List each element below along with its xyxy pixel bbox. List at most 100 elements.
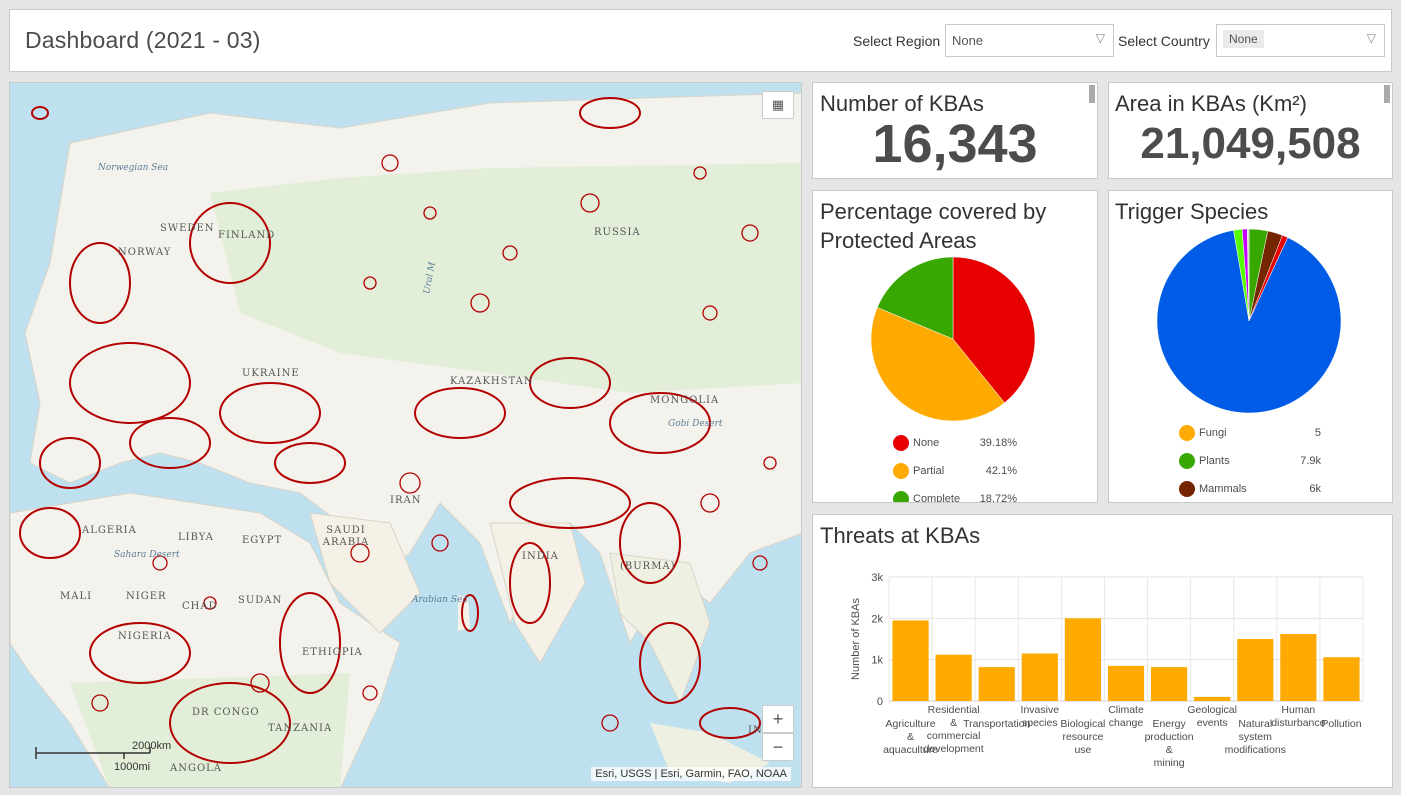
- scrollbar[interactable]: [1089, 85, 1095, 103]
- legend-swatch: [1179, 453, 1195, 469]
- threats-bar-chart[interactable]: Number of KBAs01k2k3kAgriculture&aquacul…: [813, 515, 1393, 788]
- select-region-dropdown[interactable]: None ▽: [945, 24, 1114, 57]
- bar-5[interactable]: [1107, 665, 1145, 701]
- legend-label: Partial: [913, 465, 945, 477]
- map-label-sahara: Sahara Desert: [114, 550, 180, 560]
- legend-label: Complete: [913, 493, 961, 503]
- x-tick-label: &: [950, 717, 957, 729]
- dashboard-title: Dashboard (2021 - 03): [25, 27, 261, 53]
- x-tick-label: system: [1239, 731, 1273, 743]
- x-tick-label: Biological: [1060, 718, 1105, 730]
- x-tick-label: Natural: [1238, 718, 1272, 730]
- legend-swatch: [893, 491, 909, 502]
- x-tick-label: Residential: [928, 704, 980, 716]
- map-label-india: INDIA: [522, 551, 559, 562]
- map-label-iran: IRAN: [390, 495, 422, 506]
- land-arabia: [309, 512, 421, 634]
- protected-areas-title-line2: Protected Areas: [820, 228, 977, 253]
- map-label-nigeria: NIGERIA: [118, 631, 172, 642]
- map-label-algeria: ALGERIA: [82, 525, 137, 536]
- trigger-species-pie[interactable]: [1157, 229, 1343, 415]
- bar-4[interactable]: [1064, 618, 1102, 701]
- legend-label: Fungi: [1199, 427, 1227, 439]
- x-tick-label: use: [1074, 744, 1091, 756]
- select-region-value: None: [952, 33, 984, 48]
- kba-map[interactable]: Norwegian Sea SWEDEN FINLAND NORWAY RUSS…: [9, 82, 802, 788]
- select-country-dropdown[interactable]: None ▽: [1216, 24, 1385, 57]
- basemap-gallery-icon[interactable]: ▦: [762, 91, 794, 119]
- legend-value: 7.9k: [1300, 455, 1321, 467]
- map-attribution[interactable]: Esri, USGS | Esri, Garmin, FAO, NOAA: [591, 767, 791, 781]
- x-tick-label: Transportation: [963, 718, 1030, 730]
- legend-swatch: [893, 463, 909, 479]
- x-tick-label: mining: [1154, 757, 1185, 769]
- select-country-value: None: [1223, 30, 1264, 48]
- bar-8[interactable]: [1237, 639, 1274, 701]
- bar-1[interactable]: [935, 654, 972, 701]
- scale-bar: [35, 747, 151, 759]
- map-label-kazakhstan: KAZAKHSTAN: [450, 376, 534, 387]
- kpi-number-of-kbas-value: 16,343: [872, 114, 1038, 174]
- kpi-area-title: Area in KBAs (Km²): [1115, 91, 1307, 116]
- zoom-out-button[interactable]: −: [762, 733, 794, 761]
- map-label-burma: (BURMA): [620, 561, 676, 572]
- threats-card: Threats at KBAs Number of KBAs 0 1k 2k 3k Agr…: [812, 514, 1393, 788]
- map-label-libya: LIBYA: [178, 532, 214, 543]
- map-label-tanzania: TANZANIA: [268, 723, 333, 734]
- protected-slice-partial[interactable]: [871, 307, 1005, 422]
- x-tick-label: events: [1197, 717, 1228, 729]
- map-label-russia: RUSSIA: [594, 227, 641, 238]
- y-tick-label: 2k: [871, 613, 883, 625]
- scrollbar[interactable]: [1384, 85, 1390, 103]
- protected-areas-title: Percentage covered by Protected Areas: [820, 197, 1046, 255]
- x-tick-label: disturbance: [1271, 717, 1325, 729]
- legend-swatch: [1179, 481, 1195, 497]
- select-region-label: Select Region: [853, 33, 941, 49]
- bar-3[interactable]: [1021, 653, 1058, 701]
- bar-0[interactable]: [892, 620, 929, 701]
- map-label-mongolia: MONGOLIA: [650, 395, 720, 406]
- legend-label: None: [913, 437, 940, 449]
- map-label-ukraine: UKRAINE: [242, 368, 300, 379]
- zoom-in-button[interactable]: +: [762, 705, 794, 733]
- map-label-chad: CHAD: [182, 601, 218, 612]
- protected-slice-none[interactable]: [952, 257, 1036, 404]
- y-tick-label: 0: [877, 696, 883, 708]
- dashboard-header: Dashboard (2021 - 03) Select Region None…: [9, 9, 1392, 72]
- x-tick-label: production: [1145, 731, 1194, 743]
- kpi-number-of-kbas: Number of KBAs 16,343: [812, 82, 1098, 179]
- map-label-mali: MALI: [60, 591, 93, 602]
- x-tick-label: commercial: [927, 730, 981, 742]
- legend-label: Plants: [1199, 455, 1230, 467]
- protected-areas-title-line1: Percentage covered by: [820, 199, 1047, 224]
- x-tick-label: aquaculture: [883, 744, 938, 756]
- map-label-saudi-arabia: SAUDI ARABIA: [322, 525, 370, 548]
- bar-7[interactable]: [1194, 696, 1231, 701]
- basemap: [10, 92, 801, 787]
- kpi-number-of-kbas-title: Number of KBAs: [820, 91, 984, 116]
- bar-6[interactable]: [1150, 667, 1188, 701]
- land-sri-lanka: [458, 595, 470, 631]
- select-country-label: Select Country: [1118, 33, 1210, 49]
- trigger-slice-5[interactable]: [1157, 230, 1342, 414]
- map-label-gobi: Gobi Desert: [668, 419, 723, 429]
- map-label-dr-congo: DR CONGO: [192, 707, 260, 718]
- map-label-ethiopia: ETHIOPIA: [302, 647, 363, 658]
- x-tick-label: change: [1109, 717, 1144, 729]
- threats-title: Threats at KBAs: [820, 523, 981, 548]
- land-seasia: [609, 552, 711, 705]
- map-label-finland: FINLAND: [218, 230, 276, 241]
- protected-slice-complete[interactable]: [876, 257, 954, 340]
- legend-swatch: [893, 435, 909, 451]
- trigger-species-card: Trigger Species Fungi 5 Plants 7.9k Mammals 6…: [1108, 190, 1393, 503]
- bar-2[interactable]: [978, 667, 1015, 701]
- land-russia-green: [210, 163, 801, 393]
- chevron-down-icon: ▽: [1366, 31, 1376, 45]
- bar-9[interactable]: [1280, 634, 1317, 701]
- legend-label: Mammals: [1199, 483, 1247, 495]
- trigger-slice-8[interactable]: [1247, 229, 1250, 322]
- scale-mi-label: 1000mi: [114, 761, 151, 773]
- legend-swatch: [1179, 425, 1195, 441]
- bar-10[interactable]: [1323, 657, 1360, 701]
- protected-areas-pie[interactable]: [871, 257, 1041, 427]
